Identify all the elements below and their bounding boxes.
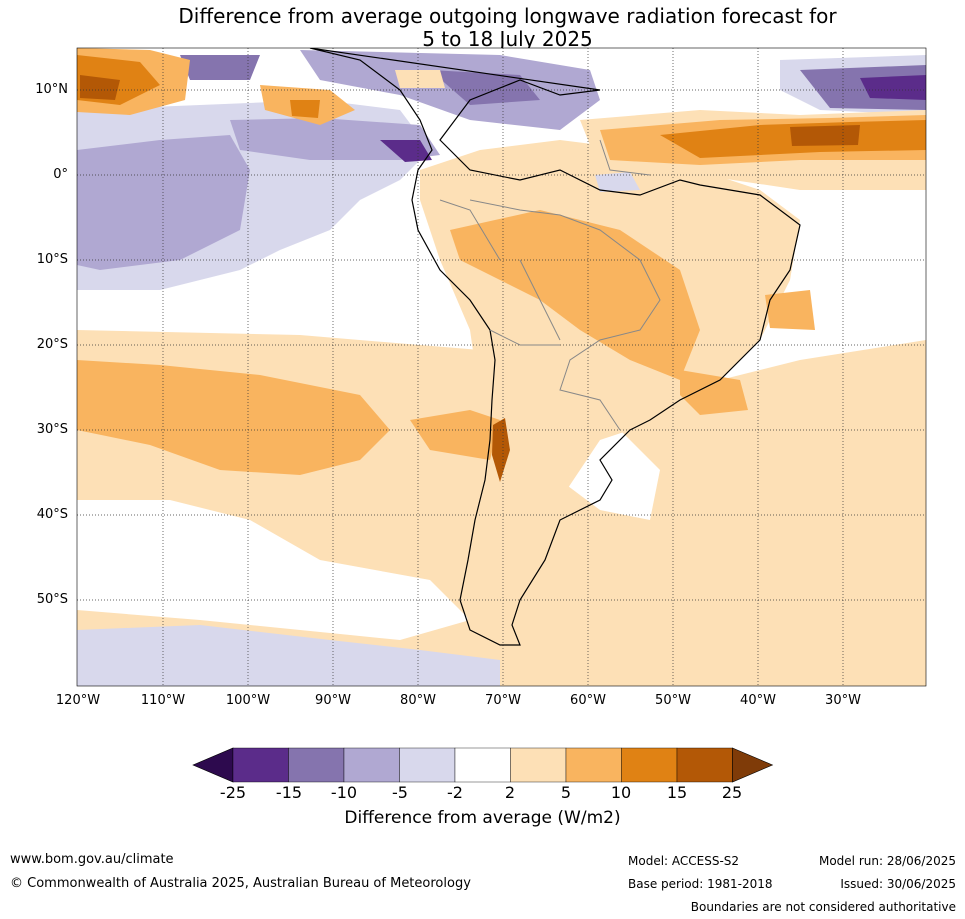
colorbar-segment [510,747,567,783]
colorbar-tick-label: -25 [219,783,247,802]
colorbar-title: Difference from average (W/m2) [344,808,621,828]
anomaly-region-darkest-orange-eastern-pacific [80,75,120,100]
colorbar-tick-label: 15 [666,783,688,802]
south-america-coastline [309,48,801,646]
lon-label-90w: 90°W [315,693,351,708]
footer-copyright: © Commonwealth of Australia 2025, Austra… [10,876,471,891]
lon-label-100w: 100°W [225,693,271,708]
map-title-line2: 5 to 18 July 2025 [422,27,593,51]
lon-label-50w: 50°W [655,693,691,708]
colorbar-tick-label: 2 [504,783,516,802]
lon-label-110w: 110°W [140,693,186,708]
anomaly-region-purple-panama [230,118,440,160]
anomaly-region-purple-tropical-pacific [77,135,250,270]
lat-label-20s: 20°S [36,337,68,352]
colorbar-tick-label: 5 [560,783,572,802]
anomaly-region-dark-purple-atlantic [860,75,926,100]
lat-label-10n: 10°N [35,82,68,97]
footer-model: Model: ACCESS-S2 [628,854,740,868]
colorbar-segment [399,747,456,783]
anomaly-region-orange-pacific [77,360,390,475]
colorbar-segment [288,747,345,783]
anomaly-region-orange-interior [450,210,700,380]
colorbar-tick-label: -10 [330,783,358,802]
colorbar-segment [232,747,289,783]
anomaly-region-dark-purple-colombia [380,140,432,162]
colorbar-arrow-low [192,747,234,783]
anomaly-region-light-purple-south [77,625,500,686]
lon-label-40w: 40°W [740,693,776,708]
colorbar-segment [343,747,400,783]
anomaly-region-dark-orange-andes [492,418,510,482]
anomaly-region-neutral-southwest [77,500,470,640]
lon-label-80w: 80°W [400,693,436,708]
colorbar-tick-label: -2 [447,783,463,802]
colorbar-segment [676,747,733,783]
anomaly-region-orange-brazil-coast [680,370,748,415]
lat-label-40s: 40°S [36,507,68,522]
country-borders [439,139,661,431]
anomaly-region-light-orange-caribbean [395,70,445,88]
lon-label-120w: 120°W [55,693,101,708]
graticule [77,48,926,686]
colorbar-segment [621,747,678,783]
lat-label-50s: 50°S [36,592,68,607]
footer-disclaimer: Boundaries are not considered authoritat… [690,900,956,914]
olr-anomaly-map [76,47,927,687]
colorbar-tick-label: -5 [392,783,408,802]
lon-label-60w: 60°W [570,693,606,708]
map-title-line1: Difference from average outgoing longwav… [178,4,837,28]
colorbar-tick-label: 10 [610,783,632,802]
colorbar-segment [454,747,511,783]
map-frame [76,47,927,687]
footer-issued: Issued: 30/06/2025 [840,877,956,891]
lat-label-0: 0° [53,167,68,182]
anomaly-region-orange-chile [410,410,500,460]
lon-label-30w: 30°W [825,693,861,708]
anomaly-region-purple-gulf [180,55,260,80]
colorbar-arrow-high [732,747,774,783]
colorbar [192,747,774,783]
footer-model-run: Model run: 28/06/2025 [818,854,956,868]
colorbar-segment [565,747,622,783]
anomaly-region-darkest-orange-atlantic [790,125,860,146]
anomaly-region-dark-orange-central-america [290,100,320,118]
footer-base-period: Base period: 1981-2018 [628,877,773,891]
anomaly-region-light-purple-amazon [595,172,640,192]
anomaly-region-dark-purple-caribbean [430,70,540,105]
footer-url-link[interactable]: www.bom.gov.au/climate [10,852,174,867]
colorbar-tick-label: 25 [721,783,743,802]
lat-label-30s: 30°S [36,422,68,437]
colorbar-tick-label: -15 [275,783,303,802]
lat-label-10s: 10°S [36,252,68,267]
lon-label-70w: 70°W [485,693,521,708]
anomaly-region-orange-brazil-east [765,290,815,330]
